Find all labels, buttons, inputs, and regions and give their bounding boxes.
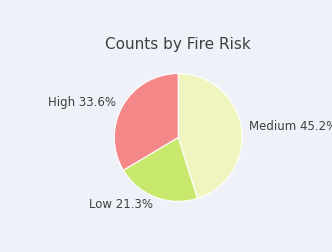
Wedge shape: [114, 74, 178, 170]
Wedge shape: [178, 74, 242, 198]
Wedge shape: [123, 137, 198, 201]
Text: High 33.6%: High 33.6%: [48, 96, 116, 109]
Title: Counts by Fire Risk: Counts by Fire Risk: [105, 37, 251, 52]
Text: Medium 45.2%: Medium 45.2%: [249, 120, 332, 133]
Text: Low 21.3%: Low 21.3%: [89, 198, 153, 211]
